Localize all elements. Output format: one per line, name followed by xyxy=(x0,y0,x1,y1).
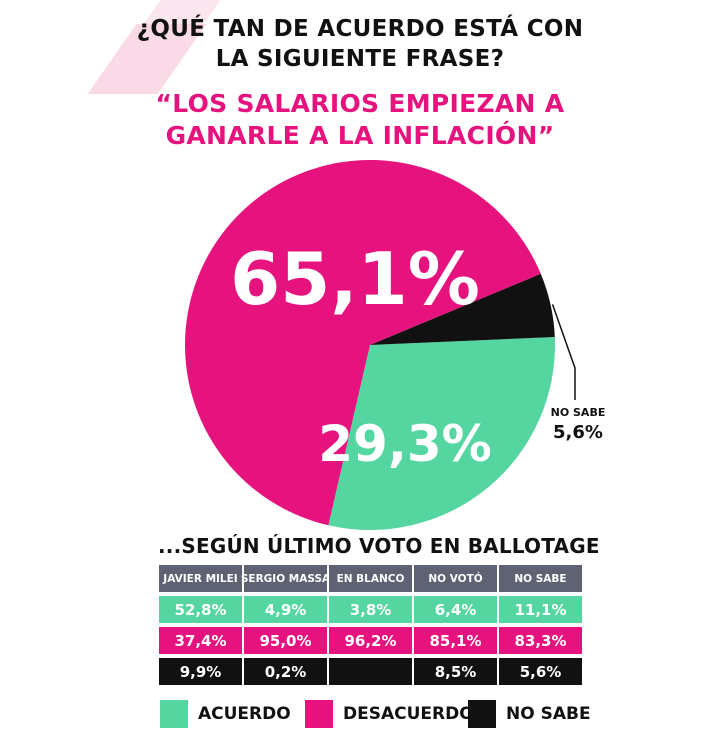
column-header: JAVIER MILEI xyxy=(159,565,242,592)
legend-item-no-sabe: NO SABE xyxy=(468,700,591,728)
callout-value: 5,6% xyxy=(553,422,603,443)
table-cell-acuerdo: 4,9% xyxy=(244,596,327,623)
question-line: ¿QUÉ TAN DE ACUERDO ESTÁ CON xyxy=(136,16,584,42)
column-header: SERGIO MASSA xyxy=(241,565,330,592)
column-header: EN BLANCO xyxy=(329,565,412,592)
ballotage-table: JAVIER MILEI SERGIO MASSA EN BLANCO NO V… xyxy=(159,565,582,685)
table-cell-no-sabe: 9,9% xyxy=(159,658,242,685)
table-cell-acuerdo: 3,8% xyxy=(329,596,412,623)
data-label-acuerdo: 29,3% xyxy=(318,415,491,473)
quote-heading: “LOS SALARIOS EMPIEZAN A GANARLE A LA IN… xyxy=(0,88,720,152)
table-cell-desacuerdo: 37,4% xyxy=(159,627,242,654)
table-cell-no-sabe: 8,5% xyxy=(414,658,497,685)
table-cell-acuerdo: 52,8% xyxy=(159,596,242,623)
legend-label: DESACUERDO xyxy=(343,704,474,724)
table-title: ...SEGÚN ÚLTIMO VOTO EN BALLOTAGE xyxy=(158,534,600,558)
legend-swatch-desacuerdo xyxy=(305,700,333,728)
column-header: NO VOTÓ xyxy=(414,565,497,592)
legend-swatch-acuerdo xyxy=(160,700,188,728)
callout-label: NO SABE xyxy=(551,406,606,419)
column-header: NO SABE xyxy=(499,565,582,592)
legend-item-acuerdo: ACUERDO xyxy=(160,700,291,728)
question-heading: ¿QUÉ TAN DE ACUERDO ESTÁ CON LA SIGUIENT… xyxy=(0,14,720,74)
table-cell-no-sabe xyxy=(329,658,412,685)
legend-item-desacuerdo: DESACUERDO xyxy=(305,700,474,728)
table-cell-desacuerdo: 85,1% xyxy=(414,627,497,654)
table-cell-no-sabe: 0,2% xyxy=(244,658,327,685)
question-line: LA SIGUIENTE FRASE? xyxy=(215,46,505,72)
legend: ACUERDO DESACUERDO NO SABE xyxy=(0,700,720,732)
callout-line xyxy=(551,304,576,400)
quote-line: GANARLE A LA INFLACIÓN” xyxy=(165,121,555,150)
legend-label: ACUERDO xyxy=(198,704,291,724)
table-cell-desacuerdo: 96,2% xyxy=(329,627,412,654)
legend-swatch-no-sabe xyxy=(468,700,496,728)
table-cell-no-sabe: 5,6% xyxy=(499,658,582,685)
legend-label: NO SABE xyxy=(506,704,591,724)
pie-slice-desacuerdo xyxy=(184,160,541,526)
table-cell-desacuerdo: 95,0% xyxy=(244,627,327,654)
pie-slice-no-sabe xyxy=(370,273,555,345)
quote-line: “LOS SALARIOS EMPIEZAN A xyxy=(155,89,565,118)
pie-slice-acuerdo xyxy=(328,336,555,531)
table-cell-desacuerdo: 83,3% xyxy=(499,627,582,654)
table-cell-acuerdo: 11,1% xyxy=(499,596,582,623)
table-cell-acuerdo: 6,4% xyxy=(414,596,497,623)
data-label-desacuerdo: 65,1% xyxy=(230,237,480,321)
